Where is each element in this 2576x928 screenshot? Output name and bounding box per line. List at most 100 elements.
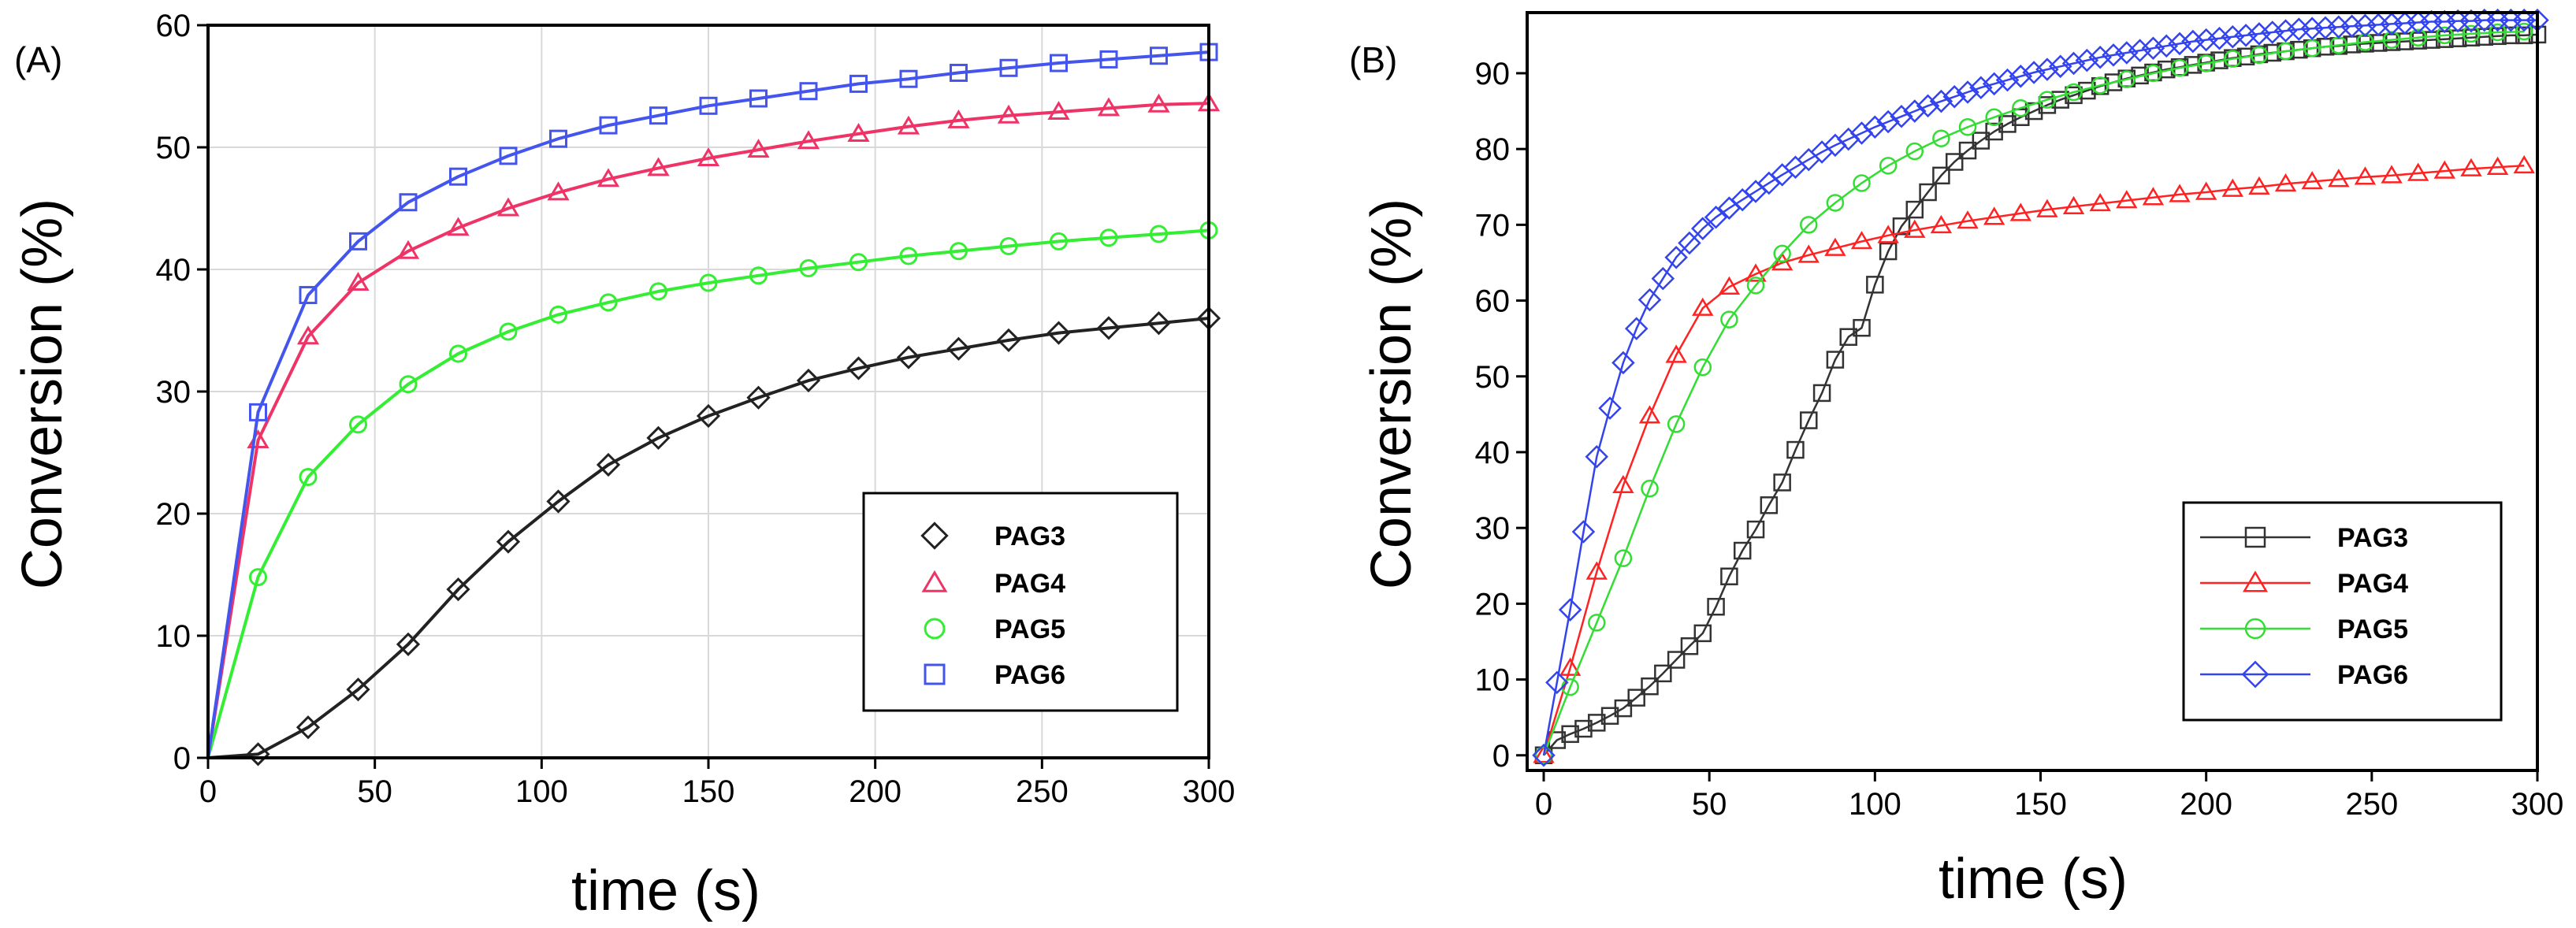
chart-b-ytick-label-5: 50	[1475, 360, 1511, 395]
chart-a-point-pag3-10	[696, 403, 721, 429]
chart-a-legend-marker-pag5	[924, 618, 946, 640]
chart-b-point-pag6-46	[2141, 36, 2165, 60]
chart-b-point-pag5-16	[1958, 118, 1977, 136]
chart-a-legend-markers	[920, 522, 949, 685]
chart-b-point-pag4-34	[2433, 160, 2455, 179]
chart-b-point-pag5-34	[2436, 26, 2454, 45]
chart-a-legend-marker-pag3	[920, 522, 949, 550]
chart-b-point-pag5-18	[2012, 98, 2030, 117]
chart-b-point-pag3-33	[1972, 132, 1991, 150]
chart-a-point-pag5-15	[950, 242, 968, 261]
chart-a-ytick-label-2: 20	[156, 497, 191, 532]
chart-a-point-pag3-19	[1147, 311, 1171, 336]
chart-b-point-pag6-12	[1691, 217, 1715, 240]
chart-a-point-pag3-11	[746, 385, 771, 410]
chart-b-legend-label-pag3: PAG3	[2337, 523, 2408, 553]
chart-b-point-pag3-45	[2131, 66, 2149, 85]
chart-b-point-pag6-3	[1571, 520, 1596, 544]
chart-b-ytick-label-8: 80	[1475, 132, 1511, 167]
chart-b-point-pag3-3	[1574, 719, 1593, 738]
chart-b-point-pag6-1	[1545, 670, 1569, 695]
chart-b-point-pag4-36	[2486, 156, 2509, 175]
chart-b-point-pag5-6	[1693, 358, 1712, 377]
chart-b-point-pag6-34	[1982, 72, 2006, 96]
chart-b-point-pag4-31	[2354, 166, 2377, 185]
chart-b-point-pag5-29	[2303, 39, 2321, 58]
chart-b-point-pag5-15	[1932, 129, 1950, 147]
chart-a-series-pag4	[206, 92, 1221, 759]
chart-b-point-pag4-35	[2460, 158, 2482, 176]
chart-b-point-pag4-25	[2195, 181, 2217, 200]
chart-b-ytick-label-7: 70	[1475, 208, 1511, 243]
chart-b-point-pag6-13	[1704, 205, 1728, 229]
chart-a-xtick-label-5: 250	[1016, 774, 1069, 809]
chart-b-xtick-label-4: 200	[2180, 787, 2232, 822]
chart-b-point-pag3-23	[1839, 328, 1857, 346]
chart-b-point-pag4-4	[1638, 405, 1661, 424]
chart-b-point-pag5-11	[1826, 194, 1845, 212]
chart-b-point-pag3-31	[1945, 153, 1964, 171]
chart-b-point-pag3-22	[1826, 351, 1845, 369]
chart-b-ytick-label-1: 10	[1475, 663, 1511, 698]
chart-a-point-pag4-5	[447, 217, 470, 236]
chart-a-point-pag6-14	[899, 69, 918, 88]
chart-b-point-pag6-54	[2247, 22, 2271, 46]
chart-b-xtick-label-3: 150	[2014, 787, 2067, 822]
chart-b-point-pag3-2	[1561, 725, 1579, 744]
chart-b-point-pag4-9	[1771, 251, 1794, 271]
chart-b-point-pag6-31	[1942, 85, 1966, 109]
chart-b-series	[1532, 8, 2549, 767]
chart-a-point-pag4-13	[847, 122, 870, 142]
chart-a-point-pag3-14	[896, 345, 921, 369]
chart-a-legend-marker-pag4	[921, 570, 948, 592]
chart-b-plot-frame	[1526, 11, 2539, 772]
chart-b-point-pag3-25	[1866, 276, 1884, 294]
chart-b-point-pag6-2	[1558, 598, 1582, 622]
chart-b-point-pag4-27	[2248, 176, 2270, 195]
chart-b-point-pag3-14	[1720, 567, 1738, 585]
chart-b-xtick-label-5: 250	[2345, 787, 2398, 822]
chart-b-point-pag5-36	[2489, 23, 2507, 42]
chart-b-xtick-label-2: 100	[1849, 787, 1901, 822]
chart-a-line-pag6	[206, 50, 1210, 759]
chart-a-series-pag6	[206, 43, 1218, 759]
chart-a-xlabel: time (s)	[571, 859, 760, 922]
chart-b-panel-label: (B)	[1349, 39, 1397, 80]
chart-b-point-pag6-8	[1637, 288, 1662, 312]
chart-b-point-pag5-7	[1720, 310, 1738, 329]
chart-b-point-pag3-15	[1733, 541, 1752, 560]
chart-a-point-pag4-11	[747, 139, 770, 158]
chart-b-series-pag4	[1533, 154, 2535, 763]
chart-b-point-pag5-3	[1614, 549, 1633, 567]
chart-b-point-pag4-22	[2116, 190, 2138, 209]
chart-b-point-pag3-20	[1800, 411, 1818, 429]
chart-a-point-pag5-1	[249, 568, 267, 587]
chart-b-point-pag6-47	[2154, 34, 2179, 58]
chart-a: (A) 0 50 100 150 200 250 300 0 10 20 30 40 50 60 time…	[11, 9, 1235, 922]
chart-a-point-pag3-7	[546, 489, 571, 514]
chart-b-point-pag5-23	[2144, 64, 2162, 83]
chart-a-legend-label-pag6: PAG6	[994, 660, 1065, 690]
chart-b-line-pag5	[1542, 30, 2525, 756]
chart-b-line-pag3	[1543, 33, 2538, 756]
chart-b-legend-label-pag5: PAG5	[2337, 614, 2408, 644]
chart-b-point-pag3-18	[1773, 473, 1791, 492]
chart-b-point-pag5-5	[1667, 415, 1686, 433]
chart-a-point-pag6-7	[549, 129, 567, 148]
chart-b-point-pag4-16	[1957, 210, 1979, 229]
chart-a-ytick-label-4: 40	[156, 253, 191, 288]
chart-b-point-pag3-43	[2104, 73, 2123, 91]
chart-b-point-pag6-30	[1929, 89, 1953, 113]
chart-b-xtick-label-1: 50	[1692, 787, 1727, 822]
chart-b-point-pag4-26	[2221, 178, 2243, 197]
chart-b-point-pag3-73	[2502, 26, 2520, 45]
chart-a-point-pag6-9	[649, 106, 667, 125]
chart-a-point-pag3-9	[646, 425, 671, 451]
chart-b-point-pag4-17	[1983, 206, 2005, 225]
chart-a-point-pag6-16	[999, 58, 1018, 77]
chart-a-point-pag3-5	[446, 577, 470, 602]
chart-a-point-pag3-6	[496, 529, 521, 554]
chart-a-point-pag6-2	[299, 286, 318, 305]
chart-a-point-pag5-8	[599, 293, 618, 312]
chart-b-xtick-label-0: 0	[1535, 787, 1552, 822]
